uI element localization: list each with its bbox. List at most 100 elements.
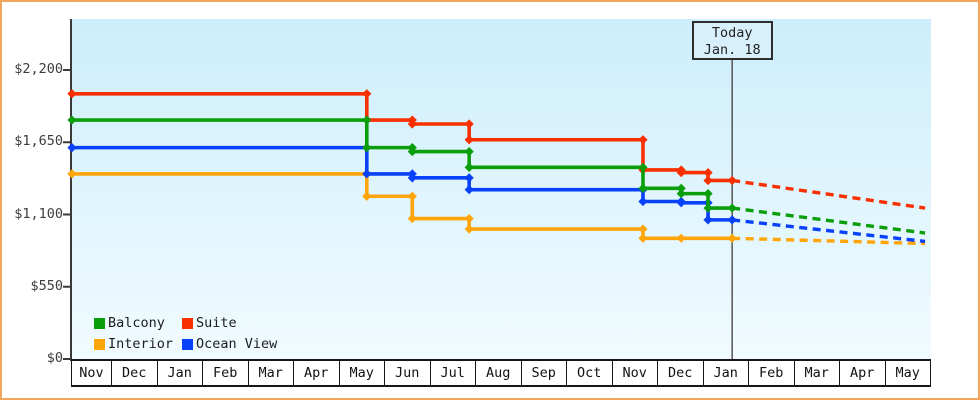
month-label: Aug <box>486 365 511 381</box>
month-cell-jan-2: Jan <box>156 361 203 385</box>
legend-swatch-icon <box>182 338 193 350</box>
today-marker-box: Today Jan. 18 <box>691 21 773 60</box>
month-label: Feb <box>759 365 784 381</box>
month-cell-jul-8: Jul <box>429 361 476 385</box>
data-point-marker <box>362 115 372 125</box>
data-point-marker <box>727 175 737 186</box>
series-ocean-view <box>67 143 926 244</box>
data-point-marker <box>638 162 648 172</box>
month-cell-apr-17: Apr <box>839 361 885 385</box>
month-cell-feb-3: Feb <box>202 361 248 385</box>
month-cell-may-6: May <box>338 361 385 385</box>
month-label: Nov <box>79 365 104 381</box>
data-point-marker <box>67 115 77 125</box>
legend-label: Interior <box>108 336 174 352</box>
today-box-line2: Jan. 18 <box>703 42 761 58</box>
data-point-marker <box>407 173 417 183</box>
data-point-marker <box>676 189 686 199</box>
month-label: Jan <box>713 365 738 381</box>
month-label: Mar <box>258 365 283 381</box>
month-label: May <box>895 365 920 381</box>
y-axis-tick-label: $1,650 <box>14 133 63 150</box>
month-cell-mar-4: Mar <box>247 361 294 385</box>
data-point-marker <box>703 189 713 199</box>
month-label: Mar <box>804 365 829 381</box>
data-point-marker <box>676 198 686 208</box>
month-label: Apr <box>304 365 329 381</box>
data-point-marker <box>362 89 372 99</box>
data-point-marker <box>464 162 474 172</box>
data-point-marker <box>464 173 474 183</box>
month-cell-dec-13: Dec <box>657 361 703 385</box>
month-label: Dec <box>668 365 693 381</box>
data-point-marker <box>407 213 417 224</box>
data-point-marker <box>464 119 474 129</box>
month-cell-sep-10: Sep <box>520 361 567 385</box>
legend-item-interior: Interior <box>94 334 182 354</box>
month-cell-apr-5: Apr <box>293 361 339 385</box>
data-point-marker <box>676 167 686 178</box>
data-point-marker <box>727 203 737 213</box>
data-point-marker <box>464 213 474 224</box>
y-axis-tick-label: $0 <box>46 350 63 366</box>
data-point-marker <box>67 169 77 179</box>
data-point-marker <box>703 203 713 213</box>
month-cell-may-18: May <box>884 361 931 385</box>
data-point-marker <box>407 146 417 157</box>
data-point-marker <box>703 215 713 225</box>
data-point-marker <box>676 233 686 243</box>
data-point-marker <box>362 143 372 153</box>
data-point-marker <box>638 183 648 193</box>
data-point-marker <box>67 89 77 99</box>
month-label: Jun <box>395 365 420 381</box>
data-point-marker <box>638 196 648 207</box>
today-box-line1: Today <box>711 25 753 41</box>
legend-item-ocean-view: Ocean View <box>182 334 277 354</box>
data-point-marker <box>464 224 474 234</box>
data-point-marker <box>464 135 474 145</box>
month-cell-nov-12: Nov <box>611 361 658 385</box>
month-label: Feb <box>213 365 238 381</box>
month-cell-nov-0: Nov <box>72 361 111 385</box>
legend-label: Ocean View <box>196 336 278 352</box>
y-axis-tick-label: $1,100 <box>14 205 63 222</box>
data-point-marker <box>407 191 417 201</box>
y-axis-tick-label: $2,200 <box>14 61 63 77</box>
legend-swatch-icon <box>94 338 105 350</box>
projection-line <box>732 236 926 246</box>
month-label: Sep <box>531 365 556 381</box>
month-cell-dec-1: Dec <box>111 361 157 385</box>
data-point-marker <box>638 233 648 243</box>
month-cell-oct-11: Oct <box>566 361 612 385</box>
data-point-marker <box>638 224 648 234</box>
data-point-marker <box>703 175 713 186</box>
legend-swatch-icon <box>182 317 193 329</box>
legend-swatch-icon <box>94 317 105 329</box>
data-point-marker <box>464 146 474 157</box>
month-label: Apr <box>850 365 875 381</box>
data-point-marker <box>676 183 686 193</box>
x-axis-month-band: Nov Dec Jan Feb Mar Apr May Jun Jul Aug Sep Oct Nov D… <box>71 359 931 387</box>
month-label: Jul <box>440 365 465 381</box>
y-axis-tick-label: $550 <box>30 277 63 294</box>
data-point-marker <box>407 119 417 129</box>
month-cell-jun-7: Jun <box>384 361 430 385</box>
data-point-marker <box>464 185 474 195</box>
projection-line <box>731 178 926 210</box>
month-cell-jan-14: Jan <box>702 361 749 385</box>
legend-label: Balcony <box>108 315 165 331</box>
data-point-marker <box>727 215 737 225</box>
data-point-marker <box>362 169 372 179</box>
legend-item-balcony: Balcony <box>94 313 182 333</box>
legend-label: Suite <box>196 315 237 331</box>
month-cell-aug-9: Aug <box>475 361 521 385</box>
month-cell-feb-15: Feb <box>748 361 794 385</box>
month-cell-mar-16: Mar <box>793 361 840 385</box>
series-balcony <box>67 115 926 235</box>
month-label: Dec <box>122 365 147 381</box>
month-label: Oct <box>577 365 602 381</box>
data-point-marker <box>638 135 648 145</box>
legend-item-suite: Suite <box>182 313 277 333</box>
data-point-marker <box>703 167 713 178</box>
